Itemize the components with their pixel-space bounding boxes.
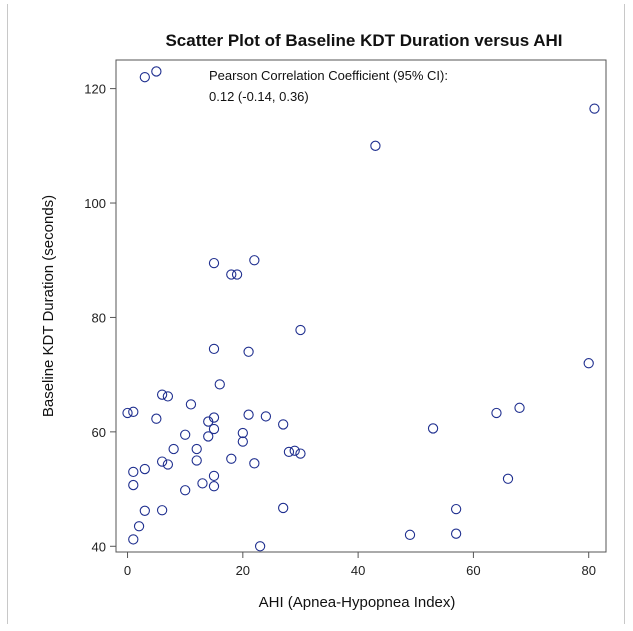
scatter-point — [226, 269, 237, 280]
scatter-point — [450, 528, 462, 539]
scatter-point — [278, 419, 289, 430]
scatter-point — [208, 412, 220, 423]
plot-area — [115, 59, 607, 553]
scatter-point — [249, 458, 260, 469]
scatter-point — [139, 463, 150, 475]
scatter-point — [208, 257, 220, 269]
scatter-point — [151, 413, 162, 424]
scatter-point — [128, 479, 139, 491]
y-tick-label: 120 — [84, 82, 106, 97]
scatter-point — [139, 505, 150, 516]
y-tick-label: 60 — [92, 425, 106, 440]
y-axis: 40 60 80 100 120 — [84, 82, 116, 554]
x-tick-label: 80 — [581, 563, 595, 578]
chart-title: Scatter Plot of Baseline KDT Duration ve… — [165, 31, 562, 50]
x-axis: 0 20 40 60 80 — [124, 552, 596, 578]
x-tick-label: 0 — [124, 563, 131, 578]
scatter-point — [427, 423, 439, 434]
y-tick-label: 80 — [92, 310, 106, 325]
scatter-point — [191, 455, 202, 466]
scatter-point — [185, 399, 197, 410]
scatter-point — [254, 541, 266, 552]
scatter-point — [133, 521, 145, 532]
scatter-point — [237, 436, 248, 447]
scatter-point — [180, 429, 191, 440]
scatter-point — [491, 407, 502, 419]
scatter-point — [370, 140, 381, 151]
scatter-point — [208, 423, 220, 435]
scatter-point — [214, 379, 225, 390]
y-tick-label: 100 — [84, 196, 106, 211]
scatter-point — [208, 343, 220, 355]
scatter-point — [197, 478, 208, 489]
scatter-point — [180, 485, 191, 496]
scatter-point — [203, 431, 214, 442]
scatter-point — [156, 456, 168, 467]
scatter-point — [243, 409, 254, 420]
scatter-point — [404, 529, 416, 540]
scatter-point — [289, 445, 300, 456]
correlation-annotation-line2: 0.12 (-0.14, 0.36) — [209, 89, 309, 104]
figure-frame — [7, 4, 625, 624]
scatter-point — [208, 481, 220, 492]
scatter-point — [226, 453, 237, 464]
scatter-point — [168, 443, 179, 455]
scatter-point — [162, 459, 174, 470]
data-points — [122, 66, 600, 552]
scatter-point — [128, 406, 139, 417]
scatter-point — [208, 470, 220, 482]
scatter-point — [502, 473, 514, 484]
scatter-point — [278, 502, 289, 514]
scatter-point — [295, 448, 306, 459]
scatter-point — [583, 358, 594, 369]
scatter-point — [231, 269, 243, 280]
scatter-point — [162, 391, 174, 402]
scatter-point — [283, 446, 295, 458]
scatter-point — [589, 103, 600, 114]
scatter-point — [191, 443, 202, 455]
scatter-point — [237, 427, 248, 439]
scatter-point — [249, 255, 260, 266]
y-tick-label: 40 — [92, 539, 106, 554]
x-tick-label: 40 — [351, 563, 365, 578]
scatter-point — [450, 503, 462, 515]
scatter-point — [295, 324, 306, 336]
y-axis-label: Baseline KDT Duration (seconds) — [40, 195, 57, 417]
correlation-annotation-line1: Pearson Correlation Coefficient (95% CI)… — [209, 68, 448, 83]
x-tick-label: 20 — [236, 563, 250, 578]
scatter-point — [514, 402, 525, 413]
scatter-point — [122, 407, 133, 419]
scatter-point — [156, 505, 168, 516]
scatter-point — [128, 534, 139, 545]
scatter-point — [151, 66, 162, 77]
scatter-point — [139, 72, 150, 83]
scatter-point — [243, 346, 254, 357]
scatter-point — [156, 389, 168, 400]
scatter-point — [128, 466, 139, 478]
x-tick-label: 60 — [466, 563, 480, 578]
x-axis-label: AHI (Apnea-Hypopnea Index) — [259, 594, 456, 611]
scatter-point — [260, 411, 272, 422]
